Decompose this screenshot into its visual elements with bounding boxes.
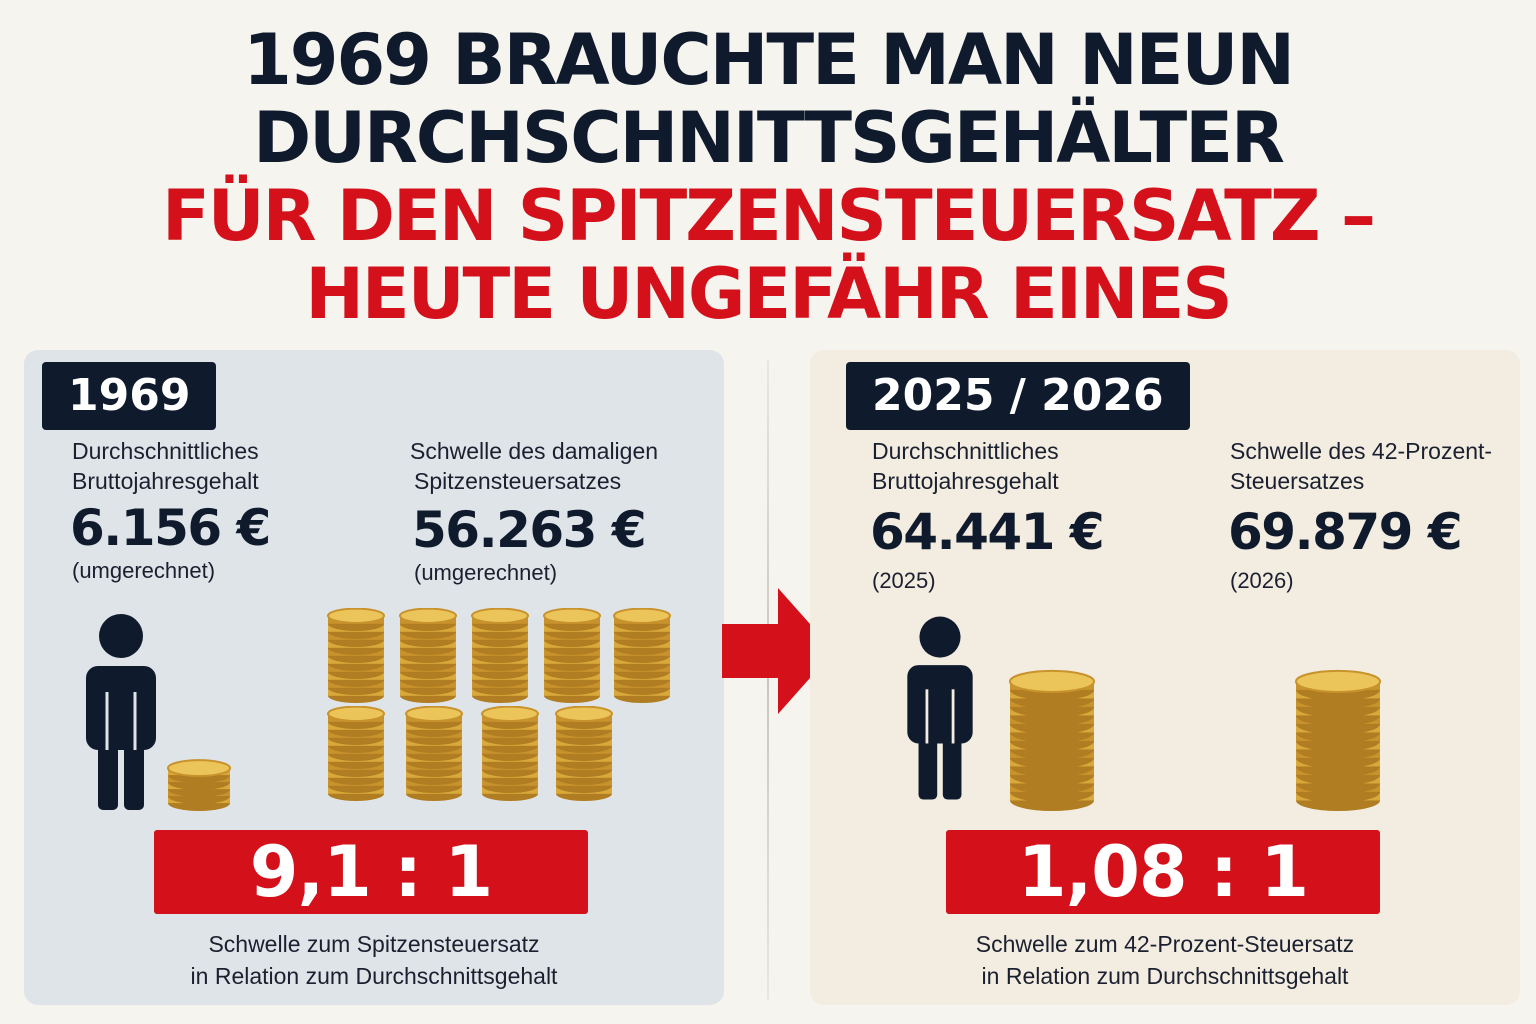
salary-note-2025: (2025) (872, 568, 936, 593)
threshold-label-2026: Schwelle des 42-Prozent- Steuersatzes (1230, 438, 1493, 494)
salary-label-1969: Durchschnittliches Bruttojahresgehalt (72, 438, 259, 494)
salary-note-1969: (umgerechnet) (72, 558, 216, 583)
threshold-value-2026: 69.879 € (1228, 503, 1463, 561)
panel-2025-2026: 2025 / 2026 Durchschnittliches Bruttojahr… (810, 350, 1520, 1005)
coin-stack-icon (399, 608, 457, 703)
threshold-note-1969: (umgerechnet) (414, 560, 558, 585)
year-badge-2025-2026: 2025 / 2026 (846, 362, 1190, 430)
salary-label-2025: Durchschnittliches Bruttojahresgehalt (872, 438, 1059, 494)
ratio-badge-1969: 9,1 : 1 (154, 830, 588, 914)
ratio-badge-2025: 1,08 : 1 (946, 830, 1380, 914)
arrow-right-icon (722, 588, 834, 714)
coin-stack-icon (555, 706, 613, 801)
coin-stack-icon (405, 706, 463, 801)
panel-1969: 1969 Durchschnittliches Bruttojahresgehal… (24, 350, 724, 1005)
coin-stack-icon (613, 608, 671, 703)
headline-line-1: 1969 BRAUCHTE MAN NEUN (243, 19, 1295, 101)
threshold-value-1969: 56.263 € (412, 501, 647, 559)
caption-2025: Schwelle zum 42-Prozent-Steuersatz in Rel… (975, 931, 1355, 989)
person-icon (86, 614, 156, 810)
salary-value-2025: 64.441 € (870, 503, 1105, 561)
headline-line-4: HEUTE UNGEFÄHR EINES (305, 253, 1232, 335)
coin-stack-icon (481, 706, 539, 801)
threshold-label-1969: Schwelle des damaligen Spitzensteuersatze… (410, 438, 659, 494)
coin-stack-icon (1009, 669, 1095, 811)
year-badge-1969: 1969 (42, 362, 217, 430)
panel-divider (767, 360, 769, 1000)
coin-stack-icon (167, 759, 231, 811)
coin-stack-icon (327, 706, 385, 801)
threshold-note-2026: (2026) (1230, 568, 1294, 593)
coin-stack-icon (1295, 669, 1381, 811)
coin-stack-icon (327, 608, 385, 703)
headline-line-3: FÜR DEN SPITZENSTEUERSATZ – (161, 175, 1376, 257)
headline-line-2: DURCHSCHNITTSGEHÄLTER (253, 97, 1285, 179)
salary-value-1969: 6.156 € (70, 499, 271, 557)
coin-stack-icon (543, 608, 601, 703)
person-icon (907, 616, 973, 800)
coin-stack-icon (471, 608, 529, 703)
caption-1969: Schwelle zum Spitzensteuersatz in Relatio… (190, 931, 558, 989)
